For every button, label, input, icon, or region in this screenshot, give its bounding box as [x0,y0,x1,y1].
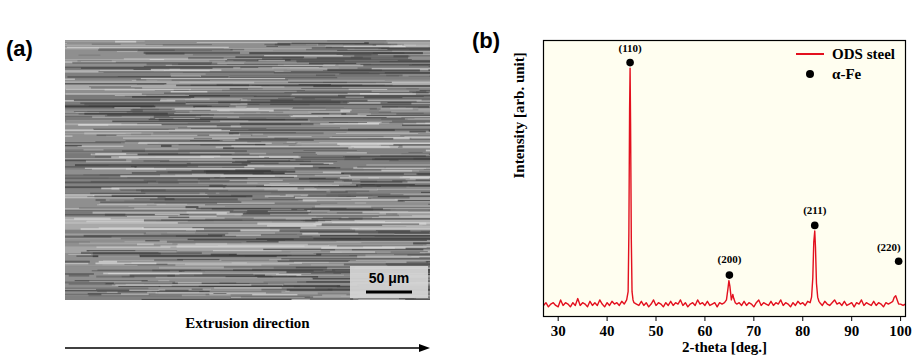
svg-text:40: 40 [600,323,615,339]
svg-text:(200): (200) [717,253,741,266]
svg-text:(211): (211) [803,204,827,217]
svg-text:30: 30 [551,323,566,339]
svg-text:60: 60 [697,323,712,339]
svg-text:Intensity [arb. unit]: Intensity [arb. unit] [511,52,527,178]
svg-text:Extrusion direction: Extrusion direction [185,315,310,331]
svg-text:50 μm: 50 μm [369,270,409,286]
svg-text:(220): (220) [877,241,901,254]
svg-text:2-theta [deg.]: 2-theta [deg.] [682,339,767,355]
html-text:(b): (b) [472,28,501,53]
svg-text:(a): (a) [6,36,33,61]
svg-text:70: 70 [746,323,761,339]
svg-text:80: 80 [795,323,810,339]
html-text:ODS steel: ODS steel [832,45,895,62]
svg-text:100: 100 [889,323,912,339]
html-text:α-Fe: α-Fe [832,65,862,82]
svg-text:50: 50 [649,323,664,339]
svg-text:90: 90 [844,323,859,339]
svg-text:(110): (110) [618,42,642,55]
